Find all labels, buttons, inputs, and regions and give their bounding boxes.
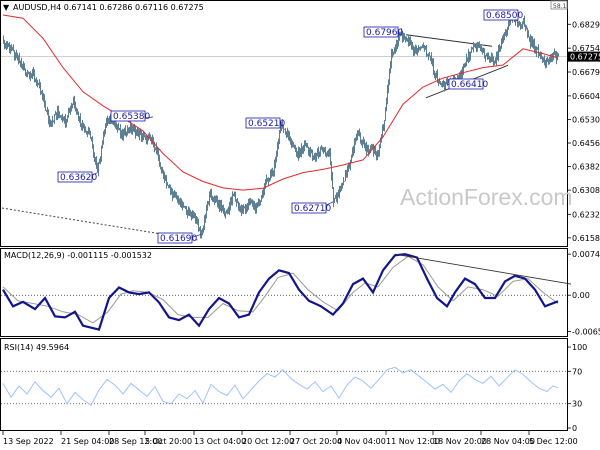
macd-tick-label: 0.00 xyxy=(572,291,590,300)
annotation-label: 0.63620 xyxy=(60,173,97,183)
current-price-label: 0.67275 xyxy=(570,53,600,62)
macd-title: MACD(12,26,9) -0.001115 -0.001532 xyxy=(4,251,152,260)
annotation-box xyxy=(110,110,146,122)
current-price-tag: 0.67275 xyxy=(568,51,600,62)
rsi-plot xyxy=(1,366,567,407)
rsi-tick-label: 70 xyxy=(572,367,582,376)
annotation-box xyxy=(483,9,519,21)
annotation-box xyxy=(448,78,484,90)
rsi-y-axis: 100 70 30 0 xyxy=(567,343,587,433)
macd-trendline xyxy=(394,253,572,285)
rsi-line xyxy=(2,366,559,407)
price-annotations: 0.63620 0.65380 0.61690 0.65210 0.62710 0.679… xyxy=(57,9,523,244)
rsi-panel-frame xyxy=(0,338,568,431)
annotation-box xyxy=(157,232,193,244)
x-tick-label: 11 Nov 12:00 xyxy=(386,437,440,446)
annotation-box xyxy=(291,202,327,214)
watermark: ActionForex.com xyxy=(400,184,573,210)
macd-tick-label: 0.007411 xyxy=(572,250,600,259)
price-panel-frame xyxy=(0,0,568,247)
x-tick-label: 18 Nov 20:00 xyxy=(433,437,487,446)
x-tick-label: 28 Sep 12:00 xyxy=(109,437,162,446)
moving-average-line xyxy=(2,14,559,191)
annotation-label: 0.65380 xyxy=(113,112,150,122)
collapse-box-label: 58.1 xyxy=(553,3,567,10)
annotation-label: 0.65210 xyxy=(248,119,285,129)
x-tick-label: 5 Dec 12:00 xyxy=(529,437,578,446)
x-tick-label: 4 Nov 04:00 xyxy=(337,437,386,446)
macd-y-axis: 0.007411 0.00 -0.006532 xyxy=(567,250,600,336)
macd-main-line xyxy=(2,253,559,331)
x-tick-label: 27 Oct 20:00 xyxy=(290,437,342,446)
annotation-box xyxy=(57,171,93,183)
annotation-label: 0.68500 xyxy=(486,11,523,21)
collapse-box[interactable] xyxy=(550,0,568,10)
rsi-tick-label: 30 xyxy=(572,400,582,409)
rsi-tick-label: 100 xyxy=(572,343,587,352)
collapse-arrow-icon[interactable]: ▼ xyxy=(3,3,10,12)
macd-tick-label: -0.006532 xyxy=(572,327,600,336)
x-tick-label: 28 Nov 04:00 xyxy=(481,437,535,446)
x-tick-label: 20 Oct 12:00 xyxy=(242,437,294,446)
rsi-title: RSI(14) 49.5964 xyxy=(4,343,69,352)
rsi-tick-label: 0 xyxy=(572,424,577,433)
x-tick-label: 21 Sep 04:00 xyxy=(61,437,114,446)
annotation-label: 0.62710 xyxy=(294,204,331,214)
macd-panel-frame xyxy=(0,248,568,337)
annotation-box xyxy=(363,26,399,38)
macd-plot xyxy=(1,253,572,331)
annotation-box xyxy=(245,117,281,129)
annotation-label: 0.67960 xyxy=(366,28,403,38)
x-tick-label: 13 Oct 04:00 xyxy=(194,437,246,446)
symbol-header: AUDUSD,H4 0.67141 0.67286 0.67116 0.6727… xyxy=(13,3,204,12)
x-tick-label: 13 Sep 2022 xyxy=(3,437,54,446)
price-tick-label: 0.61580 xyxy=(572,234,600,243)
annotation-label: 0.66410 xyxy=(451,80,488,90)
annotation-label: 0.61690 xyxy=(160,234,197,244)
moving-average xyxy=(2,14,559,191)
macd-signal-line xyxy=(2,255,559,324)
x-tick-label: 5 Oct 20:00 xyxy=(145,437,192,446)
